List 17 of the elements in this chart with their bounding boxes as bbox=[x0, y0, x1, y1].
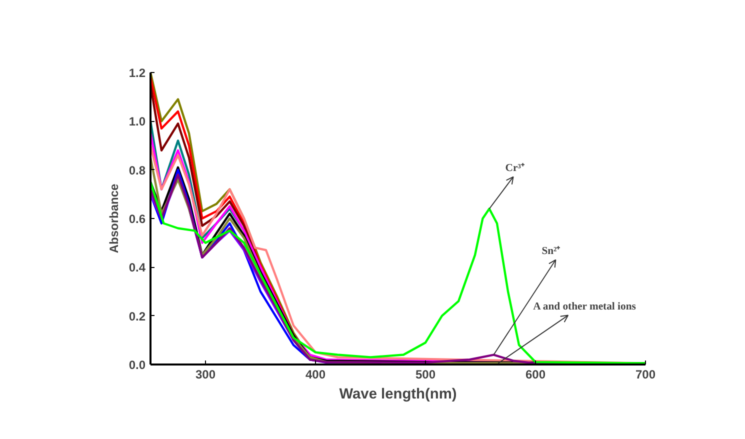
x-tick-label: 600 bbox=[525, 368, 546, 382]
x-tick-label: 300 bbox=[195, 368, 216, 382]
annotation: Sn²⁺ bbox=[542, 244, 561, 257]
y-axis-title: Absorbance bbox=[106, 184, 121, 254]
y-tick-label: 0.0 bbox=[128, 358, 146, 372]
x-tick-label: 700 bbox=[635, 368, 656, 382]
x-tick-label: 500 bbox=[415, 368, 436, 382]
y-tick-label: 1.0 bbox=[128, 114, 146, 129]
y-tick-label: 0.4 bbox=[128, 260, 146, 275]
annotation: Cr³⁺ bbox=[505, 162, 525, 174]
y-tick-label: 0.8 bbox=[128, 163, 146, 178]
y-tick-label: 0.2 bbox=[128, 309, 146, 324]
x-tick-label: 400 bbox=[305, 368, 326, 382]
y-tick-label: 0.6 bbox=[128, 212, 146, 226]
annotation: A and other metal ions bbox=[533, 301, 636, 312]
y-tick-label: 1.2 bbox=[128, 66, 146, 80]
x-axis-title: Wave length(nm) bbox=[339, 386, 457, 402]
